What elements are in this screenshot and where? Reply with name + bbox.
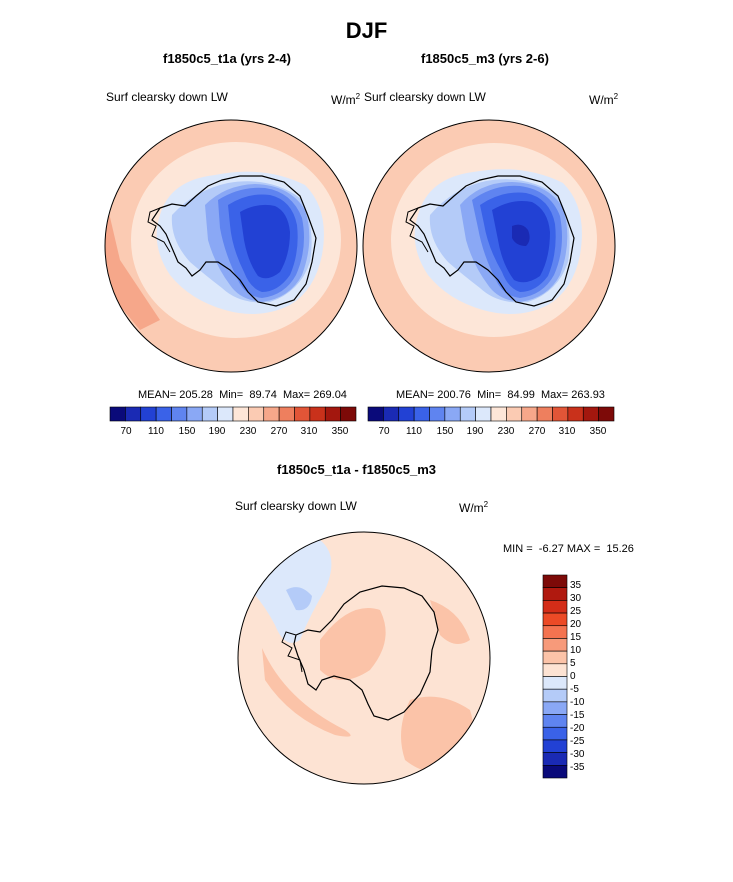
map3-level-0-b — [320, 608, 386, 680]
panel-3-units: W/m2 — [459, 500, 489, 515]
panel-1-colorbar-swatch — [340, 406, 357, 422]
map2-edge — [362, 119, 616, 373]
panel-3-tick: 35 — [570, 580, 582, 591]
panel-2-stats: MEAN= 200.76 Min= 84.99 Max= 263.93 — [396, 389, 605, 401]
panel-3-colorbar-swatch — [542, 574, 568, 588]
map1-peninsula-outline — [147, 207, 171, 253]
panel-3-colorbar-swatch — [542, 701, 568, 715]
panel-3-tick: 0 — [570, 671, 576, 682]
panel-3-tick: 25 — [570, 606, 582, 617]
map3-peninsula-outline — [281, 631, 303, 673]
panel-3-tick: 20 — [570, 619, 582, 630]
map1-level-1 — [105, 200, 160, 330]
panel-3-stats: MIN = -6.27 MAX = 15.26 — [503, 543, 634, 555]
panel-3-colorbar-swatch — [542, 739, 568, 753]
panel-1-tick: 270 — [270, 426, 288, 437]
panel-3-tick: -15 — [570, 710, 585, 721]
panel-3-colorbar-swatch — [542, 688, 568, 703]
panel-1-tick: 310 — [300, 426, 318, 437]
panel-3-colorbar-swatch — [542, 726, 568, 741]
map3-level-3 — [286, 587, 312, 611]
panel-1-variable-label: Surf clearsky down LW — [106, 90, 228, 104]
panel-3-tick: 5 — [570, 658, 576, 669]
map1-level-8 — [240, 204, 290, 279]
panel-3-colorbar-swatch — [542, 663, 568, 677]
panel-2-tick: 230 — [497, 426, 515, 437]
map2-land-outline — [409, 175, 575, 307]
panel-2-colorbar-swatch — [598, 406, 615, 422]
map1-land-outline — [151, 175, 317, 307]
map2-peninsula-outline — [405, 207, 429, 253]
panel-3-colorbar-swatch — [542, 638, 568, 652]
panel-3-variable-label: Surf clearsky down LW — [235, 499, 357, 513]
panel-3-tick: -10 — [570, 697, 585, 708]
panel-2-tick: 70 — [378, 426, 390, 437]
panel-3-colorbar-swatch — [542, 650, 568, 665]
panel-3-colorbar-swatch — [542, 612, 568, 627]
panel-2-units: W/m2 — [589, 92, 619, 107]
map3-edge — [237, 531, 491, 785]
panel-1-title: f1850c5_t1a (yrs 2-4) — [163, 51, 291, 66]
panel-1-tick: 190 — [208, 426, 226, 437]
panel-3-colorbar-swatch — [542, 587, 568, 601]
map1-edge — [104, 119, 358, 373]
panel-2-tick: 310 — [558, 426, 576, 437]
panel-2-tick: 110 — [406, 426, 422, 437]
panel-2-tick: 270 — [528, 426, 546, 437]
panel-3-tick: -20 — [570, 723, 585, 734]
panel-2-title: f1850c5_m3 (yrs 2-6) — [421, 51, 549, 66]
map3-level-0 — [262, 648, 351, 737]
panel-1-stats: MEAN= 205.28 Min= 89.74 Max= 269.04 — [138, 389, 347, 401]
panel-3-tick: -30 — [570, 749, 585, 760]
panel-3-tick: -5 — [570, 684, 579, 695]
panel-3-colorbar-swatch — [542, 714, 568, 728]
panel-3-colorbar-swatch — [542, 765, 568, 779]
panel-3-tick: -35 — [570, 762, 585, 773]
panel-3-colorbar-swatch — [542, 600, 568, 614]
panel-3-colorbar-swatch — [542, 752, 568, 766]
panel-1-tick: 350 — [331, 426, 349, 437]
panel-1-tick: 70 — [120, 426, 132, 437]
panel-2-variable-label: Surf clearsky down LW — [364, 90, 486, 104]
panel-2-tick: 190 — [466, 426, 484, 437]
map3-land-outline — [293, 585, 439, 721]
panel-3-tick: -25 — [570, 736, 585, 747]
panel-1-tick: 150 — [178, 426, 196, 437]
panel-3-colorbar-swatch — [542, 625, 568, 639]
panel-3-tick: 10 — [570, 645, 582, 656]
map3-level-0-d — [430, 600, 470, 644]
figure-title: DJF — [345, 18, 388, 43]
panel-3-tick: 30 — [570, 593, 582, 604]
panel-1-tick: 230 — [239, 426, 257, 437]
panel-3-tick: 15 — [570, 632, 582, 643]
panel-2-tick: 350 — [589, 426, 607, 437]
panel-3-title: f1850c5_t1a - f1850c5_m3 — [277, 462, 437, 477]
panel-3-colorbar-swatch — [542, 676, 568, 690]
panel-1-tick: 110 — [148, 426, 164, 437]
panel-2-tick: 150 — [436, 426, 454, 437]
map2-level-8 — [512, 224, 530, 246]
panel-1-units: W/m2 — [331, 92, 361, 107]
